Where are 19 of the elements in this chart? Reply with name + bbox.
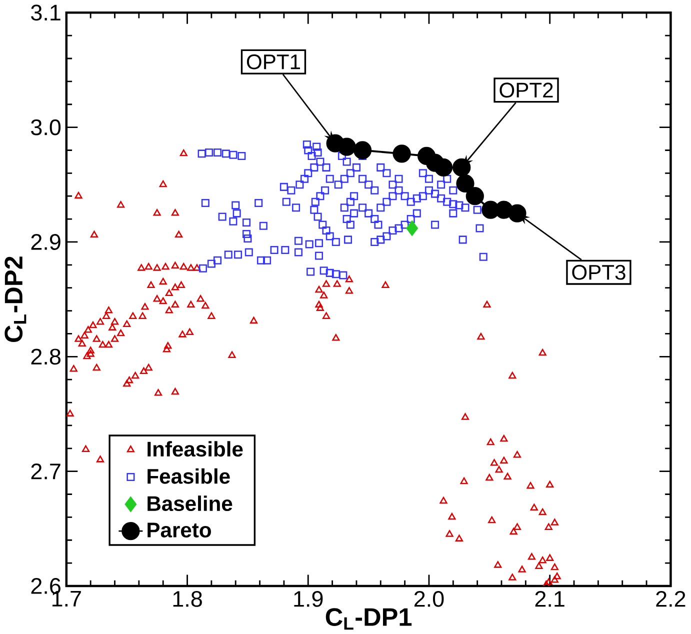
y-tick-label: 2.7 [31, 463, 60, 480]
x-axis-title: C$_{L}$-DP1 [326, 608, 412, 630]
legend-label: Baseline [148, 495, 232, 511]
annotation: OPT3 [572, 264, 626, 280]
annotation: OPT1 [246, 54, 300, 70]
y-tick-label: 3.0 [31, 119, 61, 136]
x-tick-label: 2.1 [535, 590, 564, 607]
x-tick-label: 1.9 [294, 590, 323, 607]
x-tick-label: 1.8 [173, 590, 202, 607]
y-tick-label: 2.9 [31, 234, 60, 250]
legend-label: Infeasible [148, 441, 243, 456]
x-tick-label: 2.2 [656, 590, 686, 607]
legend-label: Feasible [148, 468, 230, 484]
y-tick-label: 3.1 [31, 4, 60, 20]
annotation: OPT2 [500, 82, 553, 98]
x-tick-label: 2.0 [414, 590, 444, 607]
legend-label: Pareto [148, 522, 211, 538]
y-tick-label: 2.8 [31, 348, 60, 364]
y-axis-title: C$_{L}$-DP2 [4, 256, 26, 342]
